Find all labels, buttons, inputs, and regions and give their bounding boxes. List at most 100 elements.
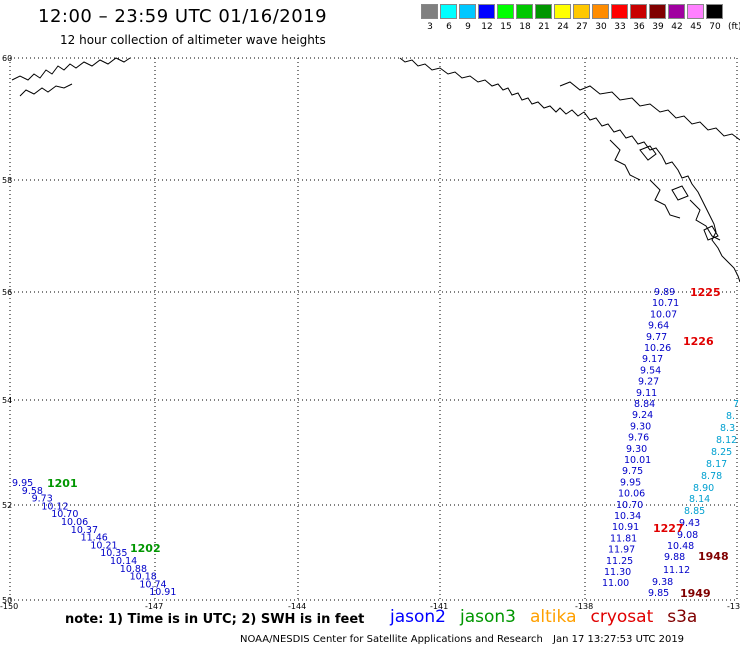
s3a-swh-value: 8.12	[716, 435, 737, 446]
island-3	[703, 225, 719, 241]
mission-legend: jason2 jason3 altika cryosat s3a	[390, 607, 711, 627]
jason2-swh-value: 10.70	[51, 509, 78, 520]
jason2-swh-value: 9.17	[642, 354, 663, 365]
jason2-swh-value: 9.64	[648, 321, 669, 332]
legend-label: 45	[690, 22, 702, 32]
alaska-coastline	[399, 57, 740, 283]
jason3-time-label: 1201	[47, 477, 78, 490]
map-subtitle: 12 hour collection of altimeter wave hei…	[60, 33, 326, 47]
legend-label: 27	[576, 22, 588, 32]
legend-swatch	[516, 4, 533, 19]
jason3-time-label: 1202	[130, 542, 161, 555]
legend-swatch	[611, 4, 628, 19]
legend-label: 33	[614, 22, 626, 32]
latitude-tick-label: 50	[2, 596, 12, 605]
s3a-swh-value: 8.17	[706, 459, 727, 470]
jason2-swh-value: 10.21	[90, 540, 117, 551]
legend-label: 39	[652, 22, 664, 32]
legend-label: 42	[671, 22, 683, 32]
legend-swatch	[573, 4, 590, 19]
jason2-swh-value: 11.46	[81, 533, 108, 544]
s3a-swh-value: 8.90	[693, 483, 714, 494]
s3a-swh-value: 8.25	[711, 447, 732, 458]
longitude-tick-label: -141	[430, 602, 448, 611]
jason2-swh-value: 10.37	[71, 525, 98, 536]
longitude-tick-label: -150	[0, 602, 18, 611]
inlet-2	[649, 179, 681, 219]
s3a-swh-value: 8.3	[720, 423, 735, 434]
footnote: note: 1) Time is in UTC; 2) SWH is in fe…	[65, 612, 365, 627]
jason2-swh-value: 10.74	[139, 579, 166, 590]
cryosat-time-label: 1226	[683, 335, 714, 348]
legend-unit: (ft)	[728, 22, 740, 32]
jason2-swh-value: 11.30	[604, 567, 631, 578]
jason2-swh-value: 9.89	[654, 287, 675, 298]
kodiak-coast	[11, 57, 131, 81]
cryosat-swh-value: 11.12	[663, 565, 690, 576]
jason2-swh-value: 9.73	[32, 494, 53, 505]
s3a-time-label: 1949	[680, 587, 711, 600]
jason2-swh-value: 9.95	[620, 477, 641, 488]
jason2-swh-value: 9.95	[12, 478, 33, 489]
legend-swatch	[668, 4, 685, 19]
jason2-swh-value: 10.06	[618, 489, 645, 500]
jason2-swh-value: 10.07	[650, 309, 677, 320]
jason2-swh-value: 9.76	[628, 433, 649, 444]
jason2-swh-value: 11.00	[602, 578, 629, 589]
jason2-swh-value: 9.24	[632, 410, 653, 421]
s3a-time-label: 1948	[698, 550, 729, 563]
map-grid: 60 58 56 54 52 50-150 -147 -144 -141 -138 -13	[0, 54, 740, 611]
legend-swatch	[592, 4, 609, 19]
s3a-swh-value: 8.	[726, 411, 735, 422]
s3a-swh-value: 8.85	[684, 506, 705, 517]
jason2-swh-value: 9.75	[622, 466, 643, 477]
cryosat-swh-value: 9.85	[648, 588, 669, 599]
alaska-inner-coast	[559, 81, 740, 141]
jason2-swh-value: 9.27	[638, 377, 659, 388]
longitude-tick-label: -147	[145, 602, 163, 611]
coastline	[11, 57, 740, 283]
cryosat-swh-value: 9.88	[664, 552, 685, 563]
jason2-swh-value: 11.81	[610, 533, 637, 544]
longitude-tick-label: -144	[288, 602, 306, 611]
s3a-swh-value: 8.78	[701, 471, 722, 482]
jason2-swh-value: 10.35	[100, 548, 127, 559]
legend-swatch	[459, 4, 476, 19]
latitude-tick-label: 60	[2, 54, 12, 63]
jason2-swh-value: 10.88	[120, 564, 147, 575]
legend-swatch	[630, 4, 647, 19]
jason2-swh-value: 10.70	[616, 500, 643, 511]
inlet-1	[609, 139, 641, 181]
legend-label: 24	[557, 22, 569, 32]
jason2-swh-value: 10.91	[149, 587, 176, 598]
jason2-swh-value: 8.84	[634, 399, 655, 410]
mission-name-s3a: s3a	[667, 607, 698, 627]
inlet-3	[689, 199, 721, 241]
legend-label: 9	[465, 22, 471, 32]
jason2-swh-value: 10.34	[614, 511, 641, 522]
jason2-swh-value: 10.14	[110, 556, 137, 567]
island-1	[639, 145, 657, 161]
jason2-swh-value: 9.30	[626, 444, 647, 455]
legend-label: 36	[633, 22, 645, 32]
latitude-tick-label: 58	[2, 176, 12, 185]
latitude-tick-label: 52	[2, 501, 12, 510]
cryosat-time-label: 1227	[653, 522, 684, 535]
legend-swatch	[649, 4, 666, 19]
legend-label: 30	[595, 22, 607, 32]
jason2-swh-value: 10.12	[41, 501, 68, 512]
cryosat-swh-value: 10.48	[667, 541, 694, 552]
legend-label: 15	[500, 22, 512, 32]
cryosat-swh-value: 9.43	[679, 518, 700, 529]
legend-label: 12	[481, 22, 493, 32]
cryosat-time-label: 1225	[690, 286, 721, 299]
legend-swatch	[440, 4, 457, 19]
peninsula-coast	[19, 83, 73, 97]
legend-swatch	[421, 4, 438, 19]
legend-label: 18	[519, 22, 531, 32]
legend-swatch	[535, 4, 552, 19]
legend-swatch	[478, 4, 495, 19]
legend-label: 70	[709, 22, 721, 32]
jason2-swh-value: 10.71	[652, 298, 679, 309]
legend-label: 21	[538, 22, 550, 32]
